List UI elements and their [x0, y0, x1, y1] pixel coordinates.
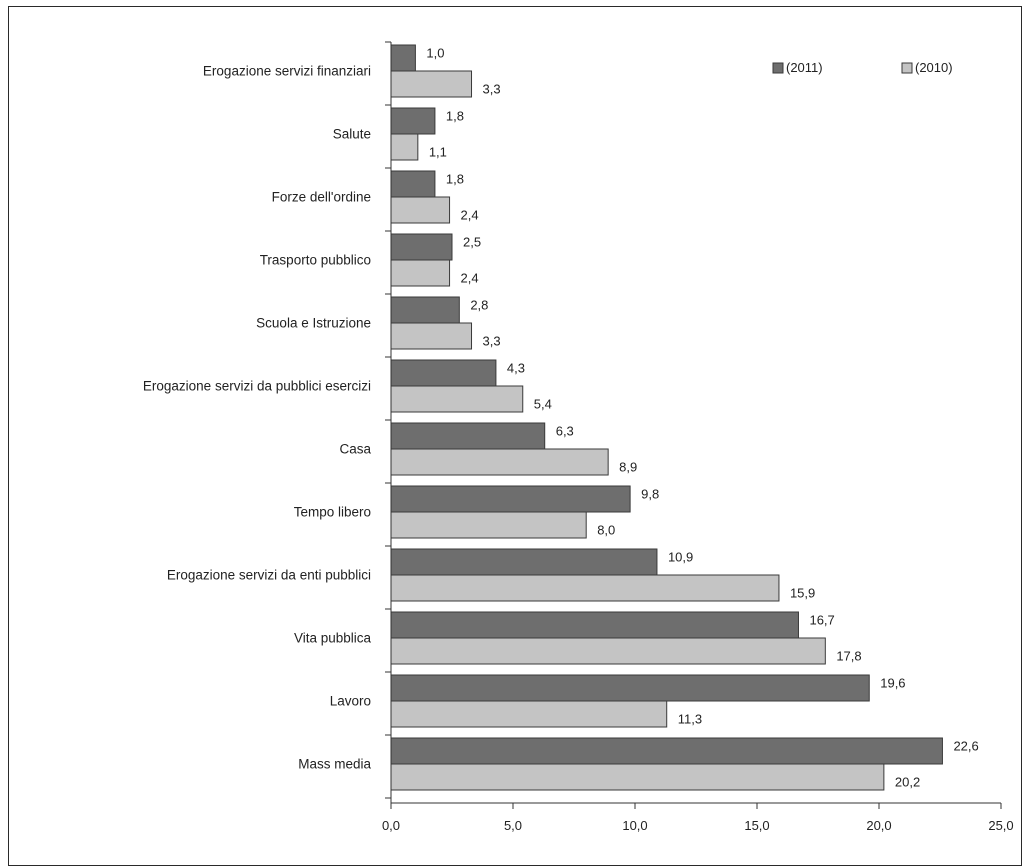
- data-label: 6,3: [556, 423, 574, 438]
- bar: [390, 233, 453, 261]
- data-label: 9,8: [641, 486, 659, 501]
- data-label: 20,2: [895, 774, 920, 789]
- data-label: 16,7: [809, 612, 834, 627]
- data-label: 1,8: [446, 108, 464, 123]
- data-label: 10,9: [668, 549, 693, 564]
- data-label: 8,9: [619, 459, 637, 474]
- bar: [390, 674, 870, 702]
- category-label: Trasporto pubblico: [260, 253, 371, 268]
- category-label: Lavoro: [330, 694, 371, 709]
- x-tick-label: 5,0: [504, 818, 522, 833]
- data-label: 1,0: [426, 45, 444, 60]
- bar: [390, 296, 460, 324]
- x-tick-label: 25,0: [988, 818, 1013, 833]
- legend-label: (2010): [915, 60, 953, 75]
- bar: [390, 44, 416, 72]
- bar: [390, 574, 780, 602]
- bar: [390, 133, 419, 161]
- bar: [390, 485, 631, 513]
- bar: [390, 359, 497, 387]
- x-tick-label: 0,0: [382, 818, 400, 833]
- bar: [390, 700, 668, 728]
- bar: [390, 259, 451, 287]
- category-label: Erogazione servizi da pubblici esercizi: [143, 379, 371, 394]
- data-label: 3,3: [483, 81, 501, 96]
- data-label: 4,3: [507, 360, 525, 375]
- category-label: Forze dell'ordine: [272, 190, 371, 205]
- data-label: 15,9: [790, 585, 815, 600]
- x-tick-label: 20,0: [866, 818, 891, 833]
- bar: [390, 548, 658, 576]
- bar: [390, 737, 943, 765]
- bar: [390, 763, 885, 791]
- data-label: 1,1: [429, 144, 447, 159]
- category-label: Salute: [333, 127, 371, 142]
- category-label: Erogazione servizi da enti pubblici: [167, 568, 371, 583]
- data-label: 2,4: [461, 207, 479, 222]
- bar: [390, 385, 524, 413]
- data-label: 19,6: [880, 675, 905, 690]
- bar: [390, 422, 546, 450]
- data-label: 3,3: [483, 333, 501, 348]
- data-label: 22,6: [953, 738, 978, 753]
- data-label: 17,8: [836, 648, 861, 663]
- data-label: 2,5: [463, 234, 481, 249]
- category-label: Casa: [339, 442, 371, 457]
- bar: [390, 196, 451, 224]
- x-tick-label: 15,0: [744, 818, 769, 833]
- category-label: Erogazione servizi finanziari: [203, 64, 371, 79]
- category-label: Scuola e Istruzione: [256, 316, 371, 331]
- data-label: 8,0: [597, 522, 615, 537]
- data-label: 1,8: [446, 171, 464, 186]
- data-label: 2,4: [461, 270, 479, 285]
- bar: [390, 107, 436, 135]
- bar: [390, 511, 587, 539]
- legend-swatch: [772, 62, 784, 74]
- data-label: 5,4: [534, 396, 552, 411]
- bar: [390, 70, 473, 98]
- bar: [390, 322, 473, 350]
- legend-label: (2011): [786, 60, 823, 75]
- bar: [390, 448, 609, 476]
- bar: [390, 611, 799, 639]
- legend-swatch: [901, 62, 913, 74]
- x-tick-label: 10,0: [622, 818, 647, 833]
- category-label: Tempo libero: [294, 505, 371, 520]
- category-label: Vita pubblica: [294, 631, 372, 646]
- category-label: Mass media: [298, 757, 371, 772]
- data-label: 2,8: [470, 297, 488, 312]
- bar: [390, 170, 436, 198]
- data-label: 11,3: [678, 711, 702, 726]
- bar: [390, 637, 826, 665]
